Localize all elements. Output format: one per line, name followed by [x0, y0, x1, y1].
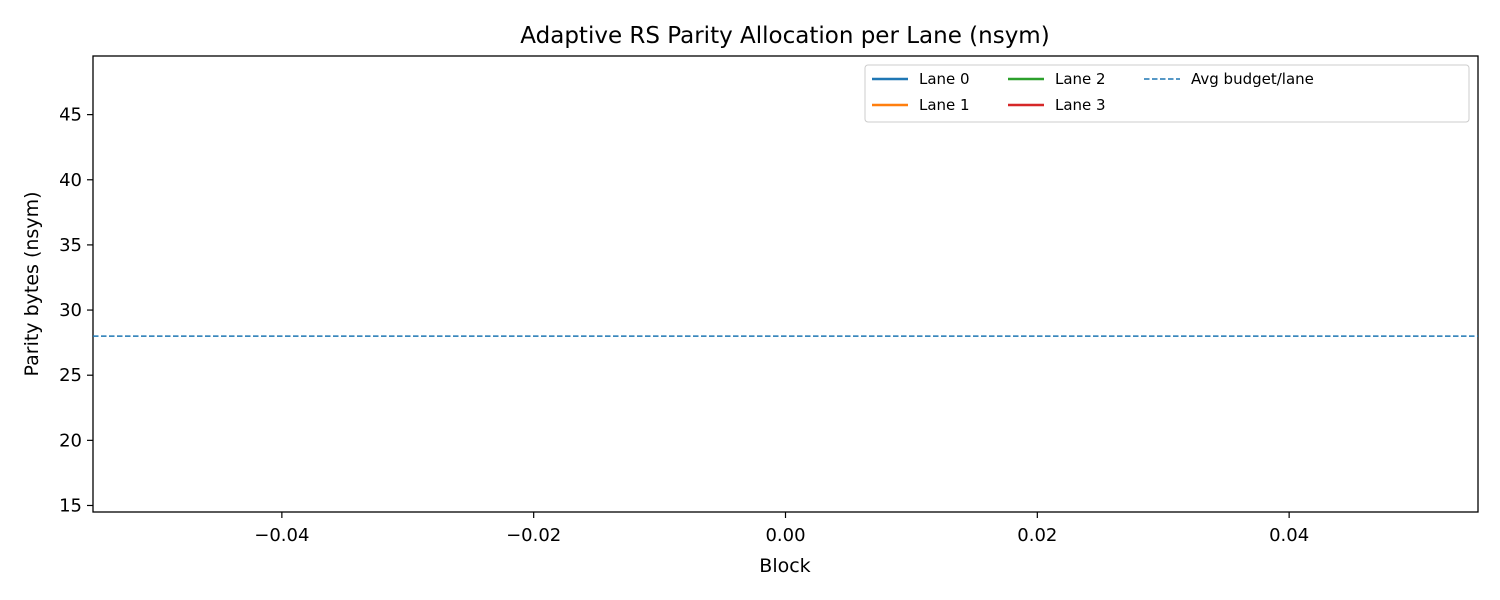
chart-title: Adaptive RS Parity Allocation per Lane (… [520, 23, 1049, 49]
y-tick-label: 30 [59, 300, 82, 321]
legend-label: Lane 1 [919, 96, 970, 114]
legend-label: Lane 3 [1055, 96, 1106, 114]
y-axis-label: Parity bytes (nsym) [21, 192, 43, 377]
x-tick-label: −0.02 [506, 525, 561, 546]
x-tick-label: 0.04 [1269, 525, 1309, 546]
plot-frame [92, 55, 1479, 513]
legend-label: Avg budget/lane [1191, 70, 1314, 88]
y-tick-label: 35 [59, 235, 82, 256]
x-axis: −0.04 −0.02 0.00 0.02 0.04 [254, 512, 1309, 546]
legend: Lane 0 Lane 1 Lane 2 Lane 3 Avg budget/lane [864, 64, 1470, 123]
y-tick-label: 25 [59, 365, 82, 386]
x-tick-label: −0.04 [254, 525, 309, 546]
y-axis: 15 20 25 30 35 40 45 [59, 105, 93, 516]
y-tick-label: 45 [59, 105, 82, 126]
y-tick-label: 20 [59, 430, 82, 451]
legend-label: Lane 0 [919, 70, 970, 88]
y-tick-label: 40 [59, 170, 82, 191]
x-tick-label: 0.02 [1017, 525, 1057, 546]
legend-label: Lane 2 [1055, 70, 1106, 88]
x-axis-label: Block [759, 555, 810, 577]
x-tick-label: 0.00 [765, 525, 805, 546]
y-tick-label: 15 [59, 495, 82, 516]
